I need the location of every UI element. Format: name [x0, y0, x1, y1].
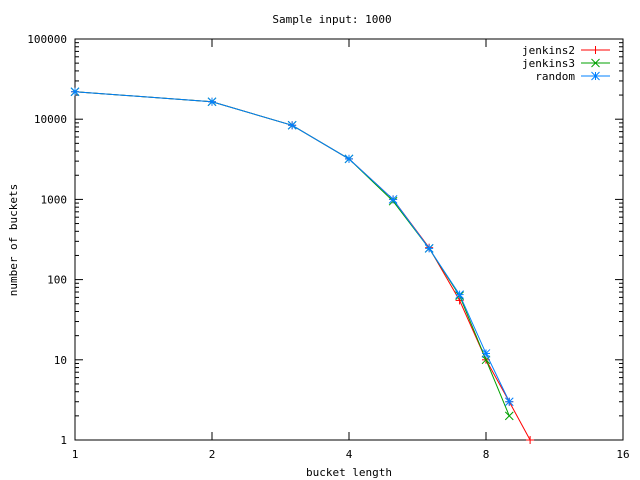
chart-title: Sample input: 1000: [272, 13, 391, 26]
y-axis-label: number of buckets: [7, 184, 20, 297]
plot-border: [74, 38, 624, 441]
legend-marker: [591, 58, 600, 68]
x-axis-label: bucket length: [306, 466, 392, 479]
data-point: [287, 120, 297, 130]
plot-frame: [74, 38, 624, 441]
plot-series: [70, 87, 535, 444]
data-point: [504, 411, 514, 421]
legend-marker: [591, 46, 600, 54]
legend-label: random: [535, 70, 575, 83]
x-tick-label: 2: [209, 448, 216, 461]
series-jenkins3: [70, 87, 514, 421]
y-tick-label: 1000: [41, 193, 68, 206]
series-line: [74, 91, 510, 402]
series-jenkins2: [71, 87, 535, 444]
series-random: [70, 87, 514, 407]
data-point: [526, 436, 535, 444]
legend-label: jenkins2: [522, 44, 575, 57]
data-point: [504, 397, 514, 407]
y-tick-label: 100: [47, 274, 67, 287]
x-axis: 1 2 4 8 16: [72, 39, 630, 461]
data-point: [388, 195, 398, 204]
data-point: [424, 244, 434, 253]
legend-marker: [591, 71, 600, 81]
x-tick-label: 16: [616, 448, 629, 461]
y-tick-label: 100000: [27, 33, 67, 46]
series-line: [74, 91, 510, 417]
series-line: [74, 91, 531, 441]
y-tick-label: 10000: [34, 113, 67, 126]
data-point: [207, 97, 217, 107]
x-tick-label: 4: [346, 448, 353, 461]
y-tick-label: 10: [54, 354, 67, 367]
x-tick-label: 8: [483, 448, 490, 461]
data-point: [344, 154, 354, 164]
data-point: [481, 355, 491, 365]
legend-label: jenkins3: [522, 57, 575, 70]
data-point: [481, 349, 491, 358]
y-tick-label: 1: [60, 434, 67, 447]
x-tick-label: 1: [72, 448, 79, 461]
data-point: [70, 87, 80, 97]
y-axis: 1 10 100 1000 10000 100000: [27, 33, 623, 447]
data-point: [455, 290, 464, 299]
